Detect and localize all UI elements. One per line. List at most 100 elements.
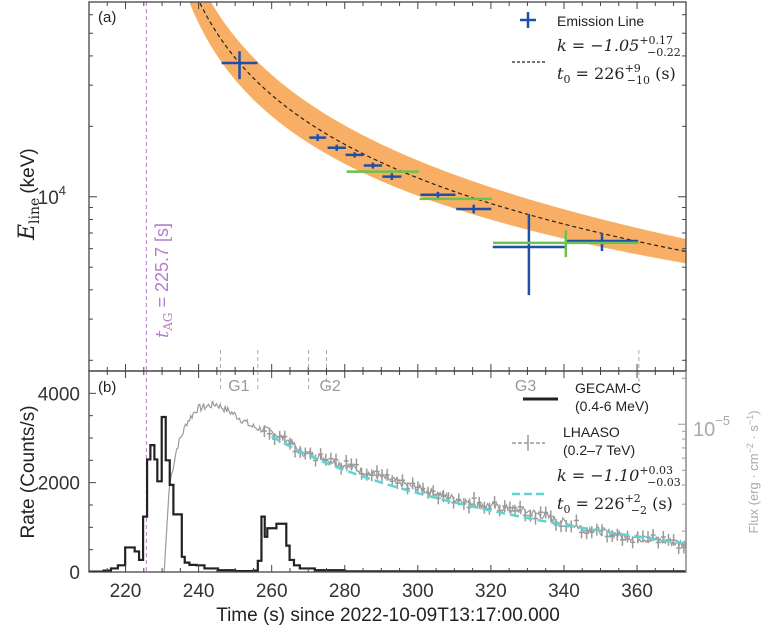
- x-tick-label: 240: [183, 581, 215, 602]
- lhaaso-point: [282, 430, 288, 443]
- lhaaso-point: [507, 501, 513, 514]
- y-axis-label-rate: Rate (Counts/s): [18, 405, 39, 538]
- panel-b: G1 G2 G3 220 240 260 280 300 320 340 360 0 2000 4000…: [18, 350, 761, 626]
- group-label-g3: G3: [515, 378, 536, 395]
- legend-lhaaso-fit-t0: t0 = 226+2 −2 (s): [557, 492, 673, 517]
- legend-lhaaso-band: (0.2–7 TeV): [563, 442, 635, 458]
- lhaaso-point: [625, 530, 631, 543]
- lhaaso-point: [374, 465, 380, 478]
- lhaaso-point: [481, 501, 487, 514]
- emission-line-point: [456, 204, 492, 214]
- x-tick-label: 280: [329, 581, 361, 602]
- green-point: [493, 230, 639, 258]
- lhaaso-point: [333, 453, 339, 466]
- lhaaso-point: [497, 504, 503, 517]
- x-tick-label: 320: [475, 581, 507, 602]
- y-tick-label: 2000: [38, 474, 80, 495]
- lhaaso-point: [522, 509, 528, 522]
- lhaaso-point: [410, 477, 416, 490]
- lhaaso-point: [384, 468, 390, 481]
- emission-line-point: [420, 191, 456, 198]
- panel-b-label: (b): [98, 379, 116, 396]
- group-label-g1: G1: [228, 378, 249, 395]
- y-tick-label: 4000: [38, 384, 80, 405]
- lhaaso-fit-line: [271, 435, 686, 545]
- legend-gecam-name: GECAM-C: [575, 380, 641, 396]
- legend-fit-k: k = −1.05+0.17 −0.22: [557, 34, 681, 59]
- lhaaso-point: [543, 506, 549, 519]
- right-y-tick-label-1e-5: 10−5: [693, 413, 730, 441]
- legend-gecam-band: (0.4-6 MeV): [575, 398, 649, 414]
- panel-a-frame: [88, 1, 687, 372]
- legend-lhaaso-fit-k: k = −1.10+0.03 −0.03: [557, 464, 681, 489]
- legend-marker-emission-line: [520, 12, 536, 28]
- lhaaso-point: [451, 496, 457, 509]
- legend-emission-line: Emission Line: [557, 13, 644, 29]
- lhaaso-point: [558, 520, 564, 533]
- lhaaso-point: [266, 427, 272, 440]
- group-markers: G1 G2 G3: [220, 350, 640, 395]
- panel-a-ticks: [88, 2, 686, 371]
- lhaaso-point: [292, 445, 298, 458]
- lhaaso-line: [163, 400, 686, 572]
- legend-marker-lhaaso: [512, 435, 545, 451]
- panel-a-label: (a): [98, 9, 116, 26]
- y-tick-label-1e4: 104: [38, 183, 66, 209]
- lhaaso-point: [486, 502, 492, 515]
- lhaaso-point: [517, 500, 523, 513]
- lhaaso-point: [318, 448, 324, 461]
- legend-fit-t0: t0 = 226+9 −10 (s): [557, 62, 676, 87]
- emission-line-point: [221, 51, 258, 80]
- lhaaso-point: [548, 510, 554, 523]
- lhaaso-point: [261, 425, 267, 438]
- lhaaso-point: [502, 500, 508, 513]
- afterglow-start-label: tAG = 225.7 [s]: [152, 223, 175, 338]
- panel-b-ticks: 220 240 260 280 300 320 340 360 0 2000 4000: [38, 371, 686, 602]
- lhaaso-point: [353, 458, 359, 471]
- lhaaso-point: [655, 536, 661, 549]
- fit-band-area: [189, 2, 686, 264]
- lhaaso-point: [420, 482, 426, 495]
- emission-line-point: [345, 152, 364, 158]
- lhaaso-point: [532, 512, 538, 525]
- lhaaso-point: [369, 469, 375, 482]
- lhaaso-point: [379, 469, 385, 482]
- right-y-axis-label-flux: Flux (erg · cm−2 · s−1): [745, 410, 761, 533]
- group-label-g2: G2: [319, 378, 340, 395]
- x-axis-label: Time (s) since 2022-10-09T13:17:00.000: [216, 605, 560, 626]
- lhaaso-point: [538, 506, 544, 519]
- emission-line-point: [363, 162, 383, 169]
- gecam-step-line: [89, 415, 686, 572]
- fit-uncertainty-band: [189, 2, 686, 264]
- lhaaso-point: [399, 474, 405, 487]
- emission-line-point: [327, 144, 346, 151]
- lhaaso-point: [676, 542, 682, 555]
- lhaaso-point: [573, 514, 579, 527]
- lhaaso-point: [589, 526, 595, 539]
- gecam-lightcurve: [89, 415, 686, 572]
- fit-dashed-line: [198, 2, 686, 253]
- lhaaso-point: [394, 477, 400, 490]
- lhaaso-lightcurve: [163, 400, 686, 572]
- lhaaso-point: [348, 458, 354, 471]
- lhaaso-point: [476, 496, 482, 509]
- lhaaso-point: [415, 481, 421, 494]
- y-axis-label-energy: Eline(keV): [15, 148, 43, 241]
- lhaaso-point: [313, 454, 319, 467]
- emission-line-points: [221, 51, 639, 296]
- lhaaso-point: [405, 482, 411, 495]
- legend-panel-a: Emission Line k = −1.05+0.17 −0.22 t0 = 2…: [512, 12, 681, 87]
- lhaaso-point: [359, 467, 365, 480]
- x-tick-label: 340: [548, 581, 580, 602]
- lhaaso-point: [277, 430, 283, 443]
- y-tick-label: 0: [69, 563, 80, 584]
- lhaaso-point: [614, 528, 620, 541]
- legend-panel-b: GECAM-C (0.4-6 MeV) LHAASO (0.2–7 TeV) k…: [512, 380, 681, 517]
- legend-lhaaso-name: LHAASO: [563, 424, 620, 440]
- lhaaso-point: [328, 452, 334, 465]
- x-tick-label: 360: [621, 581, 653, 602]
- emission-line-point: [309, 134, 327, 142]
- panel-a: (a) 104 Eline(keV) tAG = 225.7 [s] Emiss…: [15, 1, 687, 372]
- emission-line-point: [492, 213, 566, 296]
